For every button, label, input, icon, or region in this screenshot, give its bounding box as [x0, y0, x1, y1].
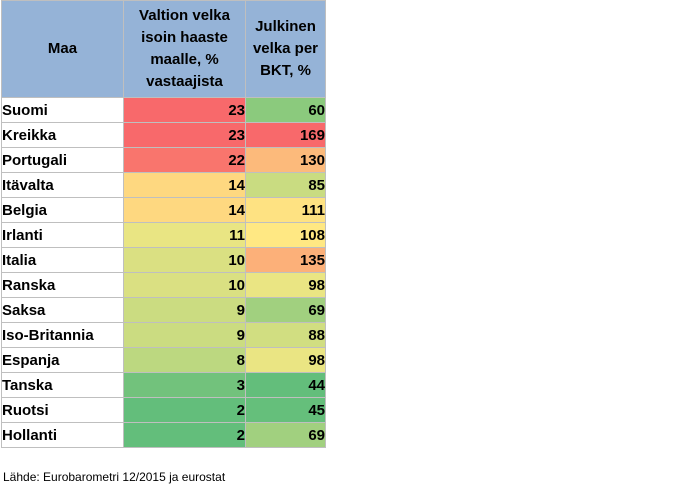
debt-value-cell: 98	[245, 347, 326, 373]
table-row: Belgia 14 111	[1, 197, 326, 223]
country-cell: Irlanti	[1, 222, 124, 248]
debt-value-cell: 69	[245, 297, 326, 323]
survey-value-cell: 9	[123, 297, 246, 323]
survey-value-cell: 9	[123, 322, 246, 348]
country-cell: Iso-Britannia	[1, 322, 124, 348]
survey-value-cell: 10	[123, 247, 246, 273]
country-cell: Belgia	[1, 197, 124, 223]
country-cell: Itävalta	[1, 172, 124, 198]
table-row: Espanja 8 98	[1, 347, 326, 373]
debt-value-cell: 44	[245, 372, 326, 398]
header-row: Maa Valtion velka isoin haaste maalle, %…	[1, 0, 326, 98]
survey-value-cell: 11	[123, 222, 246, 248]
country-cell: Ruotsi	[1, 397, 124, 423]
country-cell: Suomi	[1, 97, 124, 123]
table-row: Hollanti 2 69	[1, 422, 326, 448]
debt-value-cell: 45	[245, 397, 326, 423]
survey-value-cell: 22	[123, 147, 246, 173]
debt-value-cell: 135	[245, 247, 326, 273]
table-row: Ruotsi 2 45	[1, 397, 326, 423]
country-cell: Portugali	[1, 147, 124, 173]
survey-value-cell: 14	[123, 197, 246, 223]
debt-value-cell: 69	[245, 422, 326, 448]
table-row: Portugali 22 130	[1, 147, 326, 173]
table-row: Tanska 3 44	[1, 372, 326, 398]
country-cell: Saksa	[1, 297, 124, 323]
survey-value-cell: 3	[123, 372, 246, 398]
header-survey: Valtion velka isoin haaste maalle, % vas…	[123, 0, 246, 98]
table-row: Itävalta 14 85	[1, 172, 326, 198]
country-cell: Espanja	[1, 347, 124, 373]
country-cell: Italia	[1, 247, 124, 273]
debt-value-cell: 111	[245, 197, 326, 223]
debt-value-cell: 85	[245, 172, 326, 198]
debt-value-cell: 88	[245, 322, 326, 348]
table-row: Suomi 23 60	[1, 97, 326, 123]
survey-value-cell: 14	[123, 172, 246, 198]
data-table: Maa Valtion velka isoin haaste maalle, %…	[1, 0, 326, 448]
source-note: Lähde: Eurobarometri 12/2015 ja eurostat	[3, 470, 226, 484]
survey-value-cell: 23	[123, 97, 246, 123]
header-country: Maa	[1, 0, 124, 98]
debt-value-cell: 169	[245, 122, 326, 148]
debt-value-cell: 130	[245, 147, 326, 173]
table-row: Irlanti 11 108	[1, 222, 326, 248]
country-cell: Hollanti	[1, 422, 124, 448]
table-row: Kreikka 23 169	[1, 122, 326, 148]
table-row: Italia 10 135	[1, 247, 326, 273]
survey-value-cell: 2	[123, 397, 246, 423]
table-row: Iso-Britannia 9 88	[1, 322, 326, 348]
country-cell: Tanska	[1, 372, 124, 398]
table-row: Saksa 9 69	[1, 297, 326, 323]
debt-value-cell: 60	[245, 97, 326, 123]
survey-value-cell: 10	[123, 272, 246, 298]
debt-value-cell: 98	[245, 272, 326, 298]
debt-value-cell: 108	[245, 222, 326, 248]
survey-value-cell: 2	[123, 422, 246, 448]
survey-value-cell: 23	[123, 122, 246, 148]
header-debt: Julkinen velka per BKT, %	[245, 0, 326, 98]
table-body: Suomi 23 60 Kreikka 23 169 Portugali 22 130 Itäva…	[1, 97, 326, 448]
survey-value-cell: 8	[123, 347, 246, 373]
country-cell: Ranska	[1, 272, 124, 298]
country-cell: Kreikka	[1, 122, 124, 148]
table-row: Ranska 10 98	[1, 272, 326, 298]
